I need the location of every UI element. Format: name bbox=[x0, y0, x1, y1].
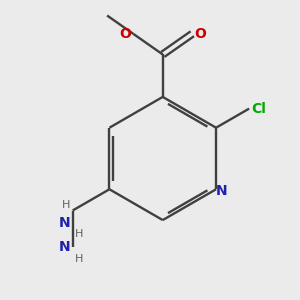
Text: O: O bbox=[194, 27, 206, 41]
Text: N: N bbox=[59, 216, 70, 230]
Text: N: N bbox=[216, 184, 227, 198]
Text: N: N bbox=[59, 240, 70, 254]
Text: O: O bbox=[119, 27, 131, 41]
Text: Cl: Cl bbox=[251, 102, 266, 116]
Text: H: H bbox=[62, 200, 70, 210]
Text: H: H bbox=[75, 229, 83, 239]
Text: H: H bbox=[75, 254, 83, 264]
